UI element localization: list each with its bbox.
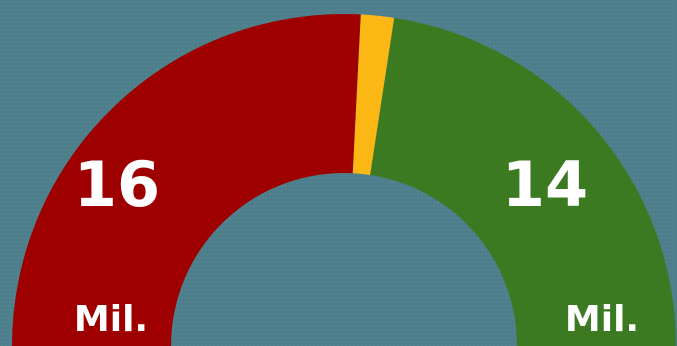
right-value-label: 14	[502, 148, 588, 221]
slice-left	[12, 14, 361, 346]
slice-middle	[352, 14, 395, 175]
slice-right	[370, 17, 676, 346]
left-value-label: 16	[74, 148, 160, 221]
right-unit-label: Mil.	[565, 299, 639, 340]
left-unit-label: Mil.	[74, 299, 148, 340]
slices-group	[12, 14, 676, 346]
